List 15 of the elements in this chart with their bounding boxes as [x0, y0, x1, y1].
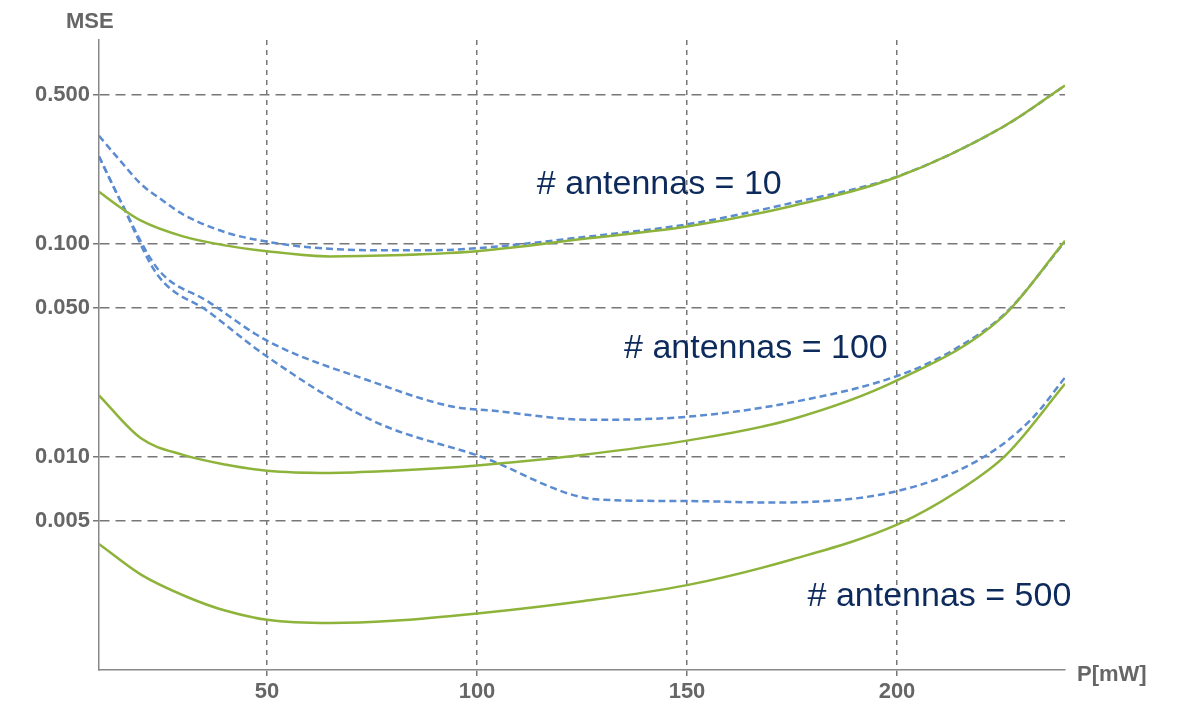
x-tick-label: 150 — [668, 678, 706, 704]
x-tick-label: 50 — [254, 678, 280, 704]
x-tick-label: 100 — [458, 678, 496, 704]
x-axis-title: P[mW] — [1077, 661, 1147, 687]
annotation: # antennas = 500 — [807, 575, 1072, 614]
y-tick-label: 0.100 — [34, 229, 90, 255]
annotation: # antennas = 10 — [536, 163, 782, 202]
y-tick-label: 0.050 — [34, 293, 90, 319]
y-tick-label: 0.010 — [34, 442, 90, 468]
x-tick-label: 200 — [878, 678, 916, 704]
annotation: # antennas = 100 — [624, 327, 888, 366]
y-tick-label: 0.005 — [34, 507, 90, 533]
y-axis-title: MSE — [66, 8, 114, 34]
line-series — [99, 239, 1065, 475]
y-tick-label: 0.500 — [34, 80, 90, 106]
